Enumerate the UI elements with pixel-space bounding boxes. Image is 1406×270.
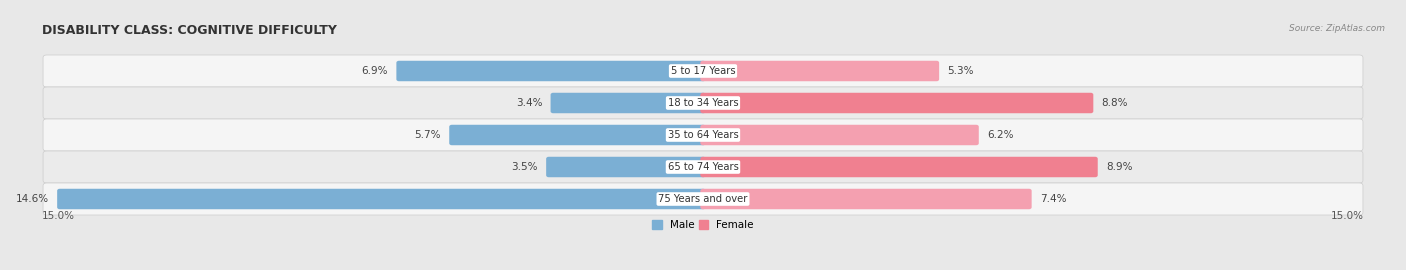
Text: 8.8%: 8.8% — [1102, 98, 1128, 108]
Text: DISABILITY CLASS: COGNITIVE DIFFICULTY: DISABILITY CLASS: COGNITIVE DIFFICULTY — [42, 24, 337, 38]
Text: 18 to 34 Years: 18 to 34 Years — [668, 98, 738, 108]
FancyBboxPatch shape — [44, 119, 1362, 151]
Text: 15.0%: 15.0% — [1331, 211, 1364, 221]
FancyBboxPatch shape — [546, 157, 706, 177]
Text: 35 to 64 Years: 35 to 64 Years — [668, 130, 738, 140]
FancyBboxPatch shape — [700, 93, 1094, 113]
Text: 14.6%: 14.6% — [15, 194, 49, 204]
Text: 65 to 74 Years: 65 to 74 Years — [668, 162, 738, 172]
FancyBboxPatch shape — [58, 189, 706, 209]
FancyBboxPatch shape — [44, 55, 1362, 87]
Text: Source: ZipAtlas.com: Source: ZipAtlas.com — [1289, 24, 1385, 33]
Text: 3.5%: 3.5% — [512, 162, 537, 172]
FancyBboxPatch shape — [700, 61, 939, 81]
Text: 7.4%: 7.4% — [1040, 194, 1067, 204]
FancyBboxPatch shape — [450, 125, 706, 145]
FancyBboxPatch shape — [44, 87, 1362, 119]
Text: 5.7%: 5.7% — [415, 130, 441, 140]
FancyBboxPatch shape — [551, 93, 706, 113]
Text: 75 Years and over: 75 Years and over — [658, 194, 748, 204]
Text: 5.3%: 5.3% — [948, 66, 974, 76]
Legend: Male, Female: Male, Female — [652, 220, 754, 230]
Text: 6.9%: 6.9% — [361, 66, 388, 76]
FancyBboxPatch shape — [44, 183, 1362, 215]
Text: 6.2%: 6.2% — [987, 130, 1014, 140]
FancyBboxPatch shape — [700, 157, 1098, 177]
FancyBboxPatch shape — [700, 189, 1032, 209]
FancyBboxPatch shape — [700, 125, 979, 145]
FancyBboxPatch shape — [44, 151, 1362, 183]
Text: 5 to 17 Years: 5 to 17 Years — [671, 66, 735, 76]
Text: 8.9%: 8.9% — [1107, 162, 1133, 172]
Text: 3.4%: 3.4% — [516, 98, 543, 108]
FancyBboxPatch shape — [396, 61, 706, 81]
Text: 15.0%: 15.0% — [42, 211, 75, 221]
